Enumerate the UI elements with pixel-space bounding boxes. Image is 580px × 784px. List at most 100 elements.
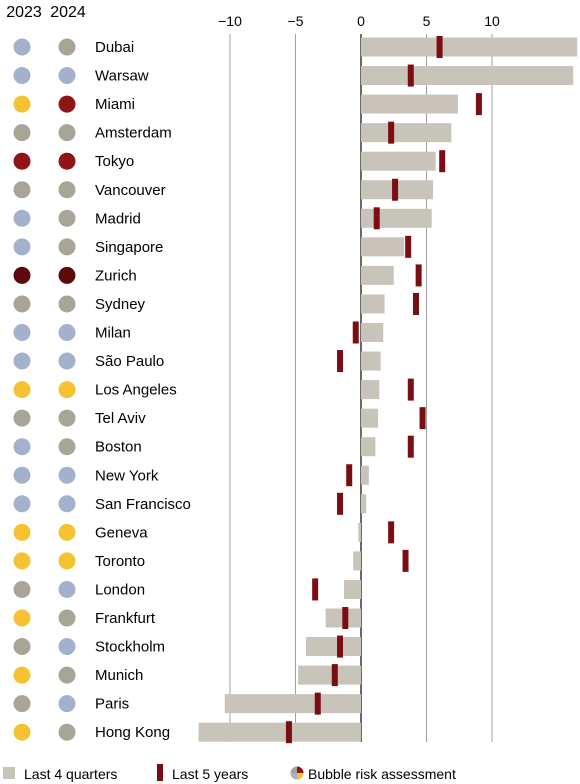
- header-2024: 2024: [50, 4, 86, 21]
- x-tick-label-4: 10: [484, 13, 500, 29]
- bars-last-4-quarters: [198, 37, 578, 742]
- legend-swatch-marker: [157, 764, 163, 781]
- marker-sao-paulo: [337, 350, 344, 373]
- bubble-2024-madrid: [58, 209, 76, 227]
- bar-tokyo: [361, 151, 436, 171]
- marker-tokyo: [439, 150, 446, 173]
- marker-tel-aviv: [419, 407, 426, 430]
- legend-label-last-5-years: Last 5 years: [172, 766, 248, 782]
- bar-dubai: [361, 37, 578, 57]
- city-label-vancouver: Vancouver: [95, 182, 166, 199]
- bubble-2023-london: [13, 580, 31, 598]
- bubble-2023-frankfurt: [13, 609, 31, 627]
- bubble-2024-miami: [58, 95, 76, 113]
- city-label-frankfurt: Frankfurt: [95, 610, 156, 627]
- marker-boston: [407, 435, 414, 458]
- city-label-new-york: New York: [95, 467, 159, 484]
- city-label-tel-aviv: Tel Aviv: [95, 410, 146, 427]
- marker-san-francisco: [337, 492, 344, 515]
- bar-singapore: [361, 237, 405, 257]
- city-label-boston: Boston: [95, 439, 142, 456]
- bar-milan: [361, 323, 384, 342]
- legend-bubble-icon: [290, 766, 304, 780]
- city-label-los-angeles: Los Angeles: [95, 382, 177, 399]
- bar-stockholm: [305, 637, 361, 657]
- marker-singapore: [405, 235, 412, 258]
- bubble-2023-los-angeles: [13, 381, 31, 399]
- city-label-miami: Miami: [95, 96, 135, 113]
- city-label-san-francisco: San Francisco: [95, 496, 191, 513]
- marker-geneva: [388, 521, 395, 544]
- legend-bubble-blue: [290, 773, 297, 780]
- bar-geneva: [358, 522, 361, 542]
- city-label-london: London: [95, 581, 145, 598]
- bubble-2023-sydney: [13, 295, 31, 313]
- marker-paris: [314, 692, 321, 715]
- bubble-2024-hong-kong: [58, 723, 76, 741]
- marker-hong-kong: [285, 721, 292, 744]
- marker-madrid: [373, 207, 380, 230]
- bar-tel-aviv: [361, 408, 379, 428]
- marker-stockholm: [337, 635, 344, 658]
- marker-milan: [352, 321, 359, 344]
- city-label-hong-kong: Hong Kong: [95, 724, 170, 741]
- x-axis-ticks: −10 −5 0 5 10: [218, 13, 500, 29]
- bubble-2023-madrid: [13, 209, 31, 227]
- marker-new-york: [346, 464, 353, 487]
- bubble-2023-munich: [13, 666, 31, 684]
- bar-sydney: [361, 294, 385, 314]
- marker-dubai: [436, 36, 443, 58]
- city-label-toronto: Toronto: [95, 553, 145, 570]
- bar-new-york: [361, 465, 369, 485]
- bubble-2024-toronto: [58, 552, 76, 570]
- bubble-2023-sao-paulo: [13, 352, 31, 370]
- marker-frankfurt: [342, 607, 349, 629]
- bubble-2024-geneva: [58, 523, 76, 541]
- city-label-zurich: Zurich: [95, 267, 137, 284]
- bubble-2024-stockholm: [58, 638, 76, 656]
- bar-miami: [361, 94, 458, 114]
- city-label-stockholm: Stockholm: [95, 639, 165, 656]
- bubble-2024-sao-paulo: [58, 352, 76, 370]
- city-label-tokyo: Tokyo: [95, 153, 134, 170]
- city-label-madrid: Madrid: [95, 210, 141, 227]
- bubble-2023-milan: [13, 324, 31, 341]
- bubble-2023-stockholm: [13, 638, 31, 656]
- bubble-2023-dubai: [13, 38, 31, 56]
- bar-toronto: [353, 551, 361, 571]
- bubble-2023-amsterdam: [13, 124, 31, 142]
- marker-los-angeles: [407, 378, 414, 401]
- marker-vancouver: [392, 178, 399, 201]
- bar-munich: [298, 665, 361, 685]
- city-label-singapore: Singapore: [95, 239, 163, 256]
- bubble-2023-boston: [13, 438, 31, 456]
- x-tick-label-2: 0: [357, 13, 365, 29]
- column-headers: 2023 2024: [6, 4, 86, 21]
- legend-bubble-yellow: [297, 773, 304, 780]
- city-label-sydney: Sydney: [95, 296, 146, 313]
- city-label-amsterdam: Amsterdam: [95, 125, 172, 142]
- x-tick-label-1: −5: [288, 13, 304, 29]
- bar-paris: [224, 694, 361, 714]
- bubble-2024-frankfurt: [58, 609, 76, 627]
- bubble-2024-zurich: [58, 266, 76, 284]
- bubble-2024-tel-aviv: [58, 409, 76, 427]
- marker-london: [312, 578, 319, 601]
- bubble-2023-hong-kong: [13, 723, 31, 741]
- bubble-2023-warsaw: [13, 67, 31, 85]
- bubble-2023-tokyo: [13, 152, 31, 170]
- bubble-2023-san-francisco: [13, 495, 31, 513]
- bar-san-francisco: [361, 494, 367, 514]
- bar-hong-kong: [198, 722, 361, 742]
- city-label-milan: Milan: [95, 325, 131, 342]
- bubble-2023-new-york: [13, 466, 31, 484]
- bubble-2024-dubai: [58, 38, 76, 56]
- bubble-2023-zurich: [13, 266, 31, 284]
- city-label-sao-paulo: São Paulo: [95, 353, 164, 370]
- bubble-2024-new-york: [58, 466, 76, 484]
- marker-miami: [475, 93, 482, 116]
- header-2023: 2023: [6, 4, 42, 21]
- city-label-geneva: Geneva: [95, 524, 148, 541]
- city-label-dubai: Dubai: [95, 39, 134, 56]
- bar-boston: [361, 437, 376, 457]
